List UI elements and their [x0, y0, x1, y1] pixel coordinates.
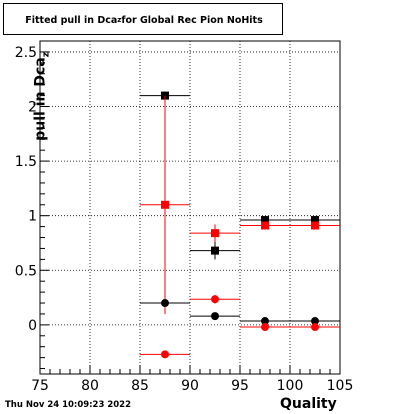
chart-title-subscript: z [117, 16, 122, 24]
data-point-circle [261, 317, 269, 326]
chart-title: Fitted pull in Dca z for Global Rec Pion … [4, 4, 284, 36]
data-point-circle [161, 299, 169, 308]
data-point-square [261, 221, 269, 230]
data-point-circle [211, 295, 219, 304]
x-tick-label: 85 [131, 378, 149, 394]
y-tick-label: 2.5 [15, 45, 37, 61]
y-axis-title-subscript: z [41, 52, 52, 58]
x-tick-label: 75 [31, 378, 49, 394]
data-point-square [211, 246, 219, 255]
y-tick-label: 1 [28, 209, 37, 225]
data-point-circle [211, 312, 219, 321]
data-point-circle [311, 317, 319, 326]
data-point-square [311, 216, 319, 225]
data-point-square [261, 216, 269, 225]
y-tick-label: 0 [28, 318, 37, 334]
y-tick-label: 2 [28, 100, 37, 116]
data-point-circle [161, 350, 169, 359]
data-point-circle [261, 323, 269, 332]
x-axis-title: Quality [280, 396, 337, 412]
y-tick-label: 1.5 [15, 154, 37, 170]
chart-title-suffix: for Global Rec Pion NoHits [121, 14, 263, 26]
plot-area [40, 41, 340, 374]
timestamp: Thu Nov 24 10:09:23 2022 [5, 400, 132, 410]
x-tick-label: 95 [231, 378, 249, 394]
data-point-square [311, 221, 319, 230]
x-tick-label: 80 [81, 378, 99, 394]
x-tick-label: 105 [327, 378, 354, 394]
y-axis-title: pull in Dcaz [33, 46, 52, 146]
y-axis-title-text: pull in Dca [32, 57, 49, 141]
chart-title-prefix: Fitted pull in Dca [25, 14, 118, 26]
title-box: Fitted pull in Dca z for Global Rec Pion … [3, 3, 283, 35]
data-point-square [211, 229, 219, 238]
y-tick-label: 0.5 [15, 263, 37, 279]
x-tick-label: 100 [277, 378, 304, 394]
x-tick-label: 90 [181, 378, 199, 394]
data-point-square [161, 200, 169, 209]
data-point-circle [311, 323, 319, 332]
